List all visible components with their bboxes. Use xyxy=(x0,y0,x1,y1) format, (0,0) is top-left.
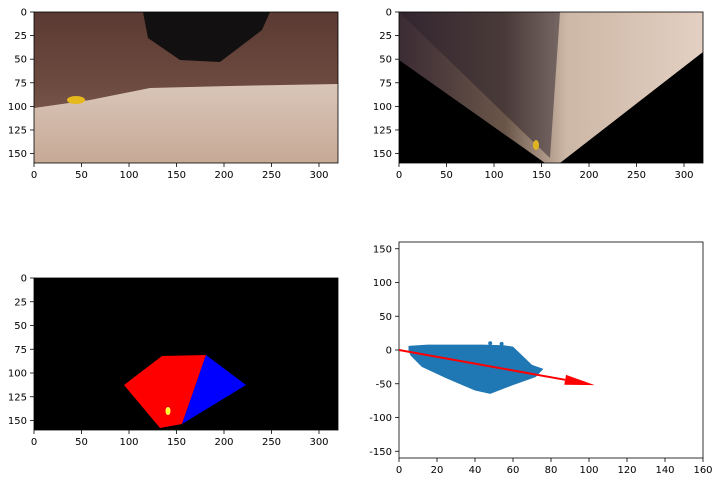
y-tick-label: 0 xyxy=(21,8,27,19)
x-tick-label: 0 xyxy=(31,170,37,181)
scatter-point xyxy=(499,341,504,346)
x-tick-label: 200 xyxy=(214,437,233,448)
warped-shadow xyxy=(399,12,560,158)
x-tick-label: 60 xyxy=(507,465,520,476)
y-tick-label: 75 xyxy=(14,345,27,356)
x-tick-label: 140 xyxy=(655,465,674,476)
x-tick-label: 0 xyxy=(396,465,402,476)
y-tick-label: 100 xyxy=(8,102,27,113)
camera-axes: 0 50 100 150 200 250 300 0 25 50 75 100 125 150 xyxy=(8,8,329,182)
x-tick-label: 250 xyxy=(262,170,281,181)
camera-dark-overhang xyxy=(143,12,270,62)
x-tick-label: 120 xyxy=(617,465,636,476)
x-tick-label: 0 xyxy=(31,437,37,448)
camera-ground xyxy=(34,84,338,163)
y-tick-label: 25 xyxy=(14,31,27,42)
x-tick-label: 200 xyxy=(214,170,233,181)
y-tick-label: -150 xyxy=(369,447,392,458)
y-tick-label: 100 xyxy=(373,102,392,113)
scatter-point xyxy=(488,341,493,346)
x-tick-label: 300 xyxy=(309,170,328,181)
x-tick-label: 50 xyxy=(440,170,453,181)
threshold-frame xyxy=(33,277,339,431)
y-tick-label: 150 xyxy=(8,416,27,427)
y-tick-label: 125 xyxy=(373,125,392,136)
x-tick-label: 250 xyxy=(627,170,646,181)
y-tick-label: 125 xyxy=(8,125,27,136)
threshold-axes: 0 50 100 150 200 250 300 0 25 50 75 100 125 150 xyxy=(8,274,329,449)
x-tick-label: 150 xyxy=(167,437,186,448)
y-tick-label: 100 xyxy=(373,278,392,289)
y-tick-label: -50 xyxy=(376,379,392,390)
panel-threshold: 0 50 100 150 200 250 300 0 25 50 75 100 125 150 xyxy=(8,274,339,449)
y-tick-label: 75 xyxy=(379,78,392,89)
y-tick-label: 125 xyxy=(8,392,27,403)
y-tick-label: 25 xyxy=(379,31,392,42)
y-tick-label: 50 xyxy=(379,55,392,66)
y-tick-label: 0 xyxy=(386,8,392,19)
x-tick-label: 100 xyxy=(484,170,503,181)
x-tick-label: 0 xyxy=(396,170,402,181)
x-tick-label: 40 xyxy=(469,465,482,476)
x-tick-label: 50 xyxy=(75,437,88,448)
y-tick-label: 150 xyxy=(8,149,27,160)
x-tick-label: 80 xyxy=(545,465,558,476)
scatter-arrow-head xyxy=(564,374,595,386)
panel-warped: 0 50 100 150 200 250 300 0 25 50 75 100 125 150 xyxy=(373,8,704,182)
y-tick-label: 150 xyxy=(373,149,392,160)
warped-rock-sample xyxy=(533,140,539,150)
x-tick-label: 100 xyxy=(579,465,598,476)
x-tick-label: 100 xyxy=(119,170,138,181)
y-tick-label: 0 xyxy=(21,274,27,285)
y-tick-label: 25 xyxy=(14,297,27,308)
camera-rock-sample xyxy=(67,96,85,104)
y-tick-label: 150 xyxy=(373,244,392,255)
panel-camera: 0 50 100 150 200 250 300 0 25 50 75 100 125 150 xyxy=(8,8,339,182)
y-tick-label: 75 xyxy=(14,78,27,89)
threshold-rock-sample xyxy=(165,407,171,415)
warped-axes: 0 50 100 150 200 250 300 0 25 50 75 100 125 150 xyxy=(373,8,694,182)
threshold-obstacle xyxy=(182,355,246,424)
y-tick-label: 100 xyxy=(8,369,27,380)
panel-rover-coords: 0 20 40 60 80 100 120 140 160 -150 -100 -50 0 50 100 15… xyxy=(369,241,713,476)
x-tick-label: 50 xyxy=(75,170,88,181)
x-tick-label: 160 xyxy=(693,465,712,476)
x-tick-label: 300 xyxy=(674,170,693,181)
y-tick-label: 0 xyxy=(386,346,392,357)
x-tick-label: 150 xyxy=(532,170,551,181)
x-tick-label: 100 xyxy=(119,437,138,448)
y-tick-label: 50 xyxy=(379,312,392,323)
x-tick-label: 250 xyxy=(262,437,281,448)
y-tick-label: -100 xyxy=(369,413,392,424)
x-tick-label: 300 xyxy=(309,437,328,448)
scatter-extra-points xyxy=(488,341,504,346)
scatter-axes: 0 20 40 60 80 100 120 140 160 -150 -100 -50 0 50 100 15… xyxy=(369,244,712,476)
x-tick-label: 150 xyxy=(167,170,186,181)
y-tick-label: 50 xyxy=(14,321,27,332)
x-tick-label: 200 xyxy=(579,170,598,181)
threshold-navigable xyxy=(124,355,206,428)
x-tick-label: 20 xyxy=(431,465,444,476)
camera-frame xyxy=(33,11,339,164)
scatter-arrow-line xyxy=(398,349,566,381)
y-tick-label: 50 xyxy=(14,55,27,66)
warped-frame xyxy=(398,11,704,164)
